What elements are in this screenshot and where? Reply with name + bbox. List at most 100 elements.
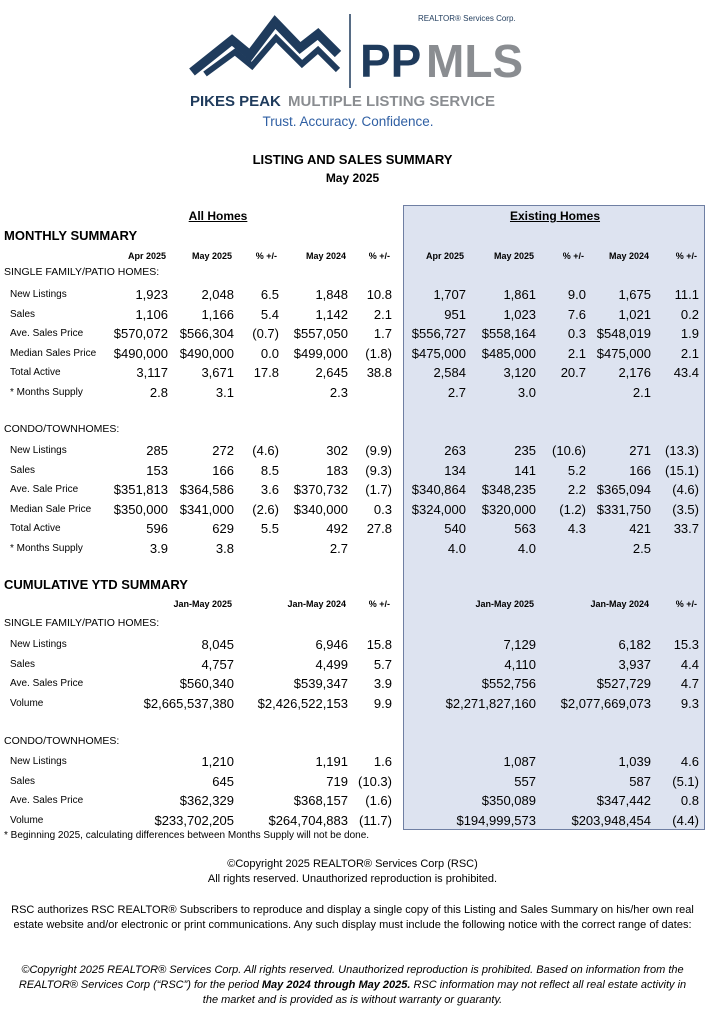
cell-value: 2,176 [618,365,651,380]
cell-value: 1,923 [135,287,168,302]
cell-value: 5.4 [260,306,279,322]
cell-value: $548,019 [596,326,651,341]
cell-value: 6,182 [618,637,651,652]
cell-value: 1.6 [373,754,392,769]
cell-value: (0.7) [252,326,279,341]
column-header: Jan-May 2024 [590,599,649,609]
cell-value: 8.5 [260,462,279,478]
row-label: Ave. Sales Price [10,678,84,689]
cell-value: 0.8 [680,793,699,808]
cell-value: (1.2) [559,501,586,517]
cell-value: 3.0 [517,384,536,400]
cell-value: $2,665,537,380 [143,695,234,711]
cell-value: 596 [146,521,168,536]
cell-value: (2.6) [252,501,279,517]
cell-value: (11.7) [359,812,392,828]
logo-mountains [189,15,342,76]
cell-value: 3.1 [215,384,234,400]
brand-pp: PP [360,35,421,87]
cell-value: $570,072 [113,326,168,341]
cell-value: (4.6) [252,443,279,458]
cell-value: 8,045 [201,637,234,652]
cell-value: 134 [444,462,466,478]
cell-value: $350,000 [113,501,168,517]
cell-value: 9.3 [680,695,699,711]
cell-value: $490,000 [113,345,168,361]
copyright: ©Copyright 2025 REALTOR® Services Corp (… [10,857,695,887]
cell-value: 2.8 [149,384,168,400]
cell-value: 166 [629,462,651,478]
cell-value: (1.6) [365,793,392,808]
cell-value: $2,271,827,160 [445,695,536,711]
column-header: Jan-May 2025 [173,599,232,609]
cell-value: 587 [629,773,651,789]
cell-value: 3.9 [373,676,392,691]
cell-value: 4,110 [504,656,536,672]
cell-value: (1.7) [365,482,392,497]
cell-value: $556,727 [411,326,466,341]
cell-value: 4.4 [680,656,699,672]
cell-value: 1,142 [315,306,348,322]
cell-value: 2.7 [447,384,466,400]
cell-value: 38.8 [366,365,392,380]
column-header: % +/- [562,251,584,261]
cell-value: 0.0 [260,345,279,361]
subsection-label: SINGLE FAMILY/PATIO HOMES: [4,617,160,629]
cell-value: 540 [444,521,466,536]
cell-value: 2.7 [329,540,348,556]
row-label: Total Active [10,523,61,534]
cell-value: 183 [326,462,348,478]
cell-value: $370,732 [293,482,348,497]
cell-value: $233,702,205 [154,812,234,828]
cell-value: 4.6 [680,754,699,769]
cell-value: $485,000 [481,345,536,361]
cell-value: 1,191 [315,754,348,769]
cell-value: $194,999,573 [456,812,536,828]
cell-value: $348,235 [481,482,536,497]
title: LISTING AND SALES SUMMARY [252,152,453,167]
cell-value: 15.8 [366,637,392,652]
cell-value: 27.8 [366,521,392,536]
cell-value: 4.7 [680,676,699,691]
cell-value: 2,048 [201,287,234,302]
cell-value: $499,000 [293,345,348,361]
column-header: May 2024 [305,251,346,261]
cell-value: $364,586 [179,482,234,497]
cell-value: 1,039 [618,754,651,769]
cell-value: 1,106 [135,306,168,322]
cell-value: 3,117 [136,365,168,380]
cell-value: 2.1 [680,345,699,361]
cell-value: 3.8 [215,540,234,556]
cell-value: 2,645 [315,365,348,380]
cell-value: $552,756 [481,676,536,691]
cell-value: 17.8 [253,365,279,380]
cell-value: $475,000 [411,345,466,361]
cell-value: $566,304 [179,326,234,341]
row-label: New Listings [10,756,67,767]
cell-value: 1,848 [315,287,348,302]
cell-value: $2,426,522,153 [257,695,348,711]
row-label: Sales [10,658,36,670]
cell-value: $203,948,454 [571,812,651,828]
cell-value: 141 [514,462,536,478]
cell-value: 285 [146,443,168,458]
logo-mountains-lower [203,33,341,77]
cell-value: (5.1) [672,773,699,789]
section-heading: CUMULATIVE YTD SUMMARY [4,577,188,592]
cell-value: 1,087 [503,754,536,769]
cell-value: 6,946 [315,637,348,652]
cell-value: 0.3 [373,501,392,517]
column-header: Apr 2025 [425,251,464,261]
subsection-label: CONDO/TOWNHOMES: [4,735,120,747]
column-header: % +/- [368,251,390,261]
subsection-label: SINGLE FAMILY/PATIO HOMES: [4,266,160,278]
notice-text: ©Copyright 2025 REALTOR® Services Corp. … [18,964,684,991]
row-label: Sales [10,464,36,476]
cell-value: 302 [326,443,348,458]
column-header: May 2025 [191,251,232,261]
row-label: Volume [10,814,44,826]
cell-value: (4.4) [672,812,699,828]
cell-value: $490,000 [179,345,234,361]
cell-value: 421 [629,521,651,536]
